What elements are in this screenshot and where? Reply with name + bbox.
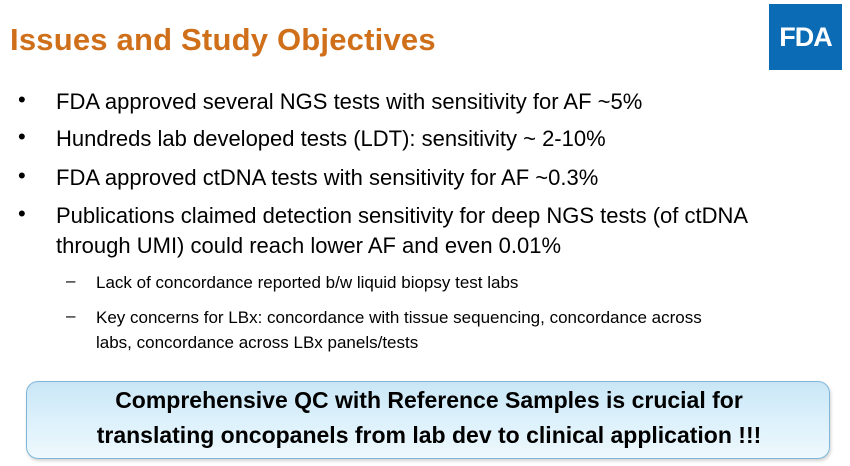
bullet-marker: • — [18, 124, 26, 149]
bullet-text-continued: through UMI) could reach lower AF and ev… — [56, 233, 562, 258]
bullet-text: FDA approved several NGS tests with sens… — [56, 89, 643, 114]
bullet-text: Publications claimed detection sensitivi… — [56, 203, 749, 228]
bullet-marker: • — [18, 163, 26, 188]
sub-bullet-text: Key concerns for LBx: concordance with t… — [96, 308, 702, 327]
callout-line: translating oncopanels from lab dev to c… — [96, 422, 762, 448]
bullet-marker: • — [18, 87, 26, 112]
sub-bullet-marker: – — [66, 306, 76, 325]
conclusion-callout: Comprehensive QC with Reference Samples … — [26, 381, 830, 459]
bullet-marker: • — [18, 201, 26, 226]
sub-bullet-marker: – — [66, 271, 76, 290]
fda-logo-text: FDA — [779, 21, 832, 52]
callout-line: Comprehensive QC with Reference Samples … — [115, 387, 743, 413]
sub-bullet-text-continued: labs, concordance across LBx panels/test… — [96, 333, 419, 352]
fda-logo: FDA — [769, 4, 842, 70]
slide-title: Issues and Study Objectives — [10, 22, 436, 57]
bullet-list: • FDA approved several NGS tests with se… — [18, 87, 749, 352]
sub-bullet-text: Lack of concordance reported b/w liquid … — [96, 273, 519, 292]
bullet-text: FDA approved ctDNA tests with sensitivit… — [56, 165, 599, 190]
bullet-text: Hundreds lab developed tests (LDT): sens… — [56, 126, 606, 151]
